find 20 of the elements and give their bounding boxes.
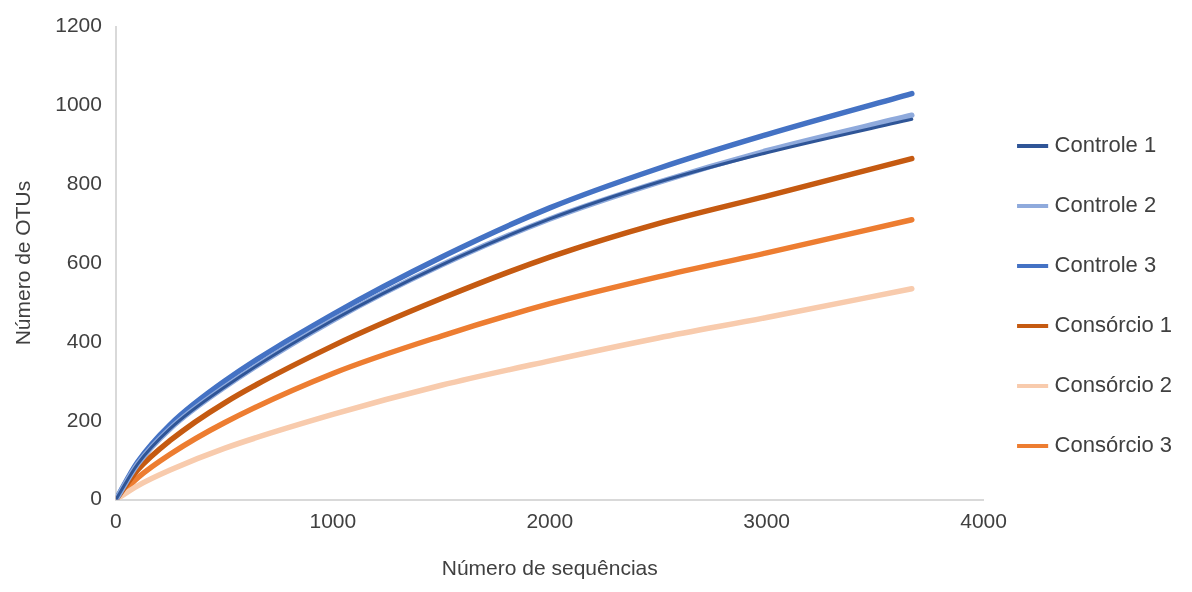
x-tick-label: 0 xyxy=(110,509,122,532)
y-tick-label: 0 xyxy=(90,486,102,510)
y-axis-title: Número de OTUs xyxy=(11,180,35,346)
legend-label: Controle 3 xyxy=(1054,252,1157,278)
legend-label: Controle 2 xyxy=(1054,192,1157,218)
y-tick-label: 1200 xyxy=(55,13,102,37)
x-tick-label: 3000 xyxy=(743,509,791,532)
x-axis-title: Número de sequências xyxy=(441,556,658,580)
y-tick-label: 1000 xyxy=(55,92,102,116)
y-tick-label: 800 xyxy=(66,171,102,195)
y-tick-label: 600 xyxy=(66,249,102,273)
legend-label: Consórcio 3 xyxy=(1054,432,1172,458)
x-tick-label: 1000 xyxy=(309,509,357,532)
y-tick-label: 200 xyxy=(66,407,102,431)
y-tick-label: 400 xyxy=(66,328,102,352)
x-tick-label: 4000 xyxy=(960,509,1007,532)
x-tick-label: 2000 xyxy=(526,509,574,532)
legend-label: Consórcio 1 xyxy=(1054,312,1172,338)
legend-label: Controle 1 xyxy=(1054,132,1157,158)
legend-label: Consórcio 2 xyxy=(1054,372,1172,398)
